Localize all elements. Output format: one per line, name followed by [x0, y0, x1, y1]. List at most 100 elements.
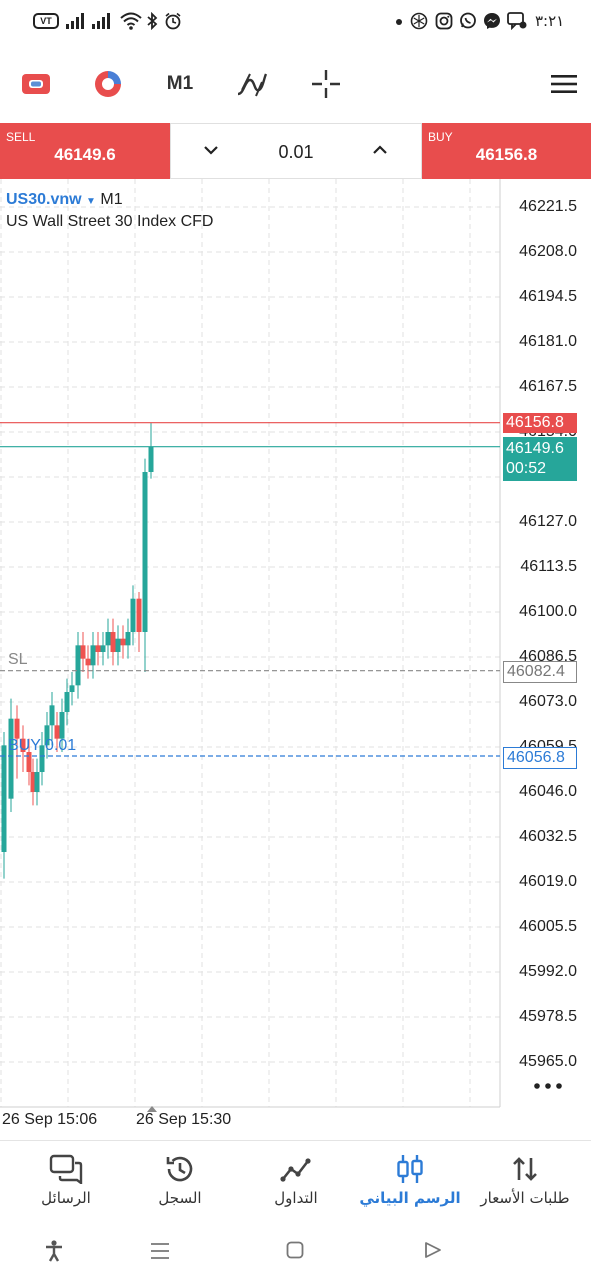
sl-label: SL	[8, 651, 28, 668]
sell-button[interactable]: SELL 46149.6	[0, 123, 170, 179]
buy-button[interactable]: BUY 46156.8	[422, 123, 591, 179]
price-axis-label: 45978.5	[519, 1008, 577, 1025]
timeframe-button[interactable]: M1	[158, 58, 202, 110]
bid-price-tag: 46149.6 00:52	[503, 437, 577, 481]
candle	[115, 625, 121, 666]
increase-lot-button[interactable]	[372, 144, 388, 156]
one-click-button[interactable]	[88, 58, 128, 110]
candle	[90, 632, 96, 679]
symbol-header[interactable]: US30.vnw ▼ M1	[6, 191, 123, 209]
candle	[80, 632, 86, 672]
price-axis-label: 46221.5	[519, 198, 577, 215]
system-navigation-bar	[0, 1230, 591, 1280]
time-label: 26 Sep 15:30	[136, 1111, 232, 1128]
price-axis-label: 46073.0	[519, 693, 577, 710]
chart-more-button[interactable]	[532, 1079, 566, 1093]
bid-price-value: 46149.6	[506, 440, 564, 457]
candle	[64, 678, 70, 726]
candle	[136, 592, 142, 652]
price-axis-label: 46046.0	[519, 783, 577, 800]
candle	[26, 738, 32, 786]
wifi-icon	[120, 12, 142, 30]
candle	[1, 732, 7, 879]
nav-trade[interactable]: التداول	[237, 1141, 355, 1231]
price-chart[interactable]: US30.vnw ▼ M1 US Wall Street 30 Index CF…	[0, 179, 591, 1140]
symbol-name[interactable]: US30.vnw	[6, 191, 82, 208]
candle	[34, 758, 40, 806]
symbol-description: US Wall Street 30 Index CFD	[6, 213, 214, 230]
price-axis-label: 46005.5	[519, 918, 577, 935]
account-icon	[22, 74, 50, 94]
candle	[120, 625, 126, 659]
price-axis-label: 46208.0	[519, 243, 577, 260]
lot-size-value[interactable]: 0.01	[278, 142, 314, 162]
instagram-icon	[435, 12, 453, 30]
back-icon[interactable]	[424, 1241, 442, 1259]
candle	[54, 712, 60, 752]
bottom-navigation: الرسائل السجل التداول الرس	[0, 1140, 591, 1230]
price-axis-label: 45965.0	[519, 1053, 577, 1070]
candle	[125, 618, 131, 659]
candle	[49, 692, 55, 746]
candle	[14, 705, 20, 779]
candle	[30, 758, 36, 806]
recents-icon[interactable]	[150, 1242, 170, 1260]
history-icon	[166, 1156, 193, 1182]
chat-icon	[507, 12, 527, 30]
menu-button[interactable]	[544, 58, 584, 110]
chart-toolbar: M1	[0, 58, 591, 110]
chart-icon	[397, 1155, 423, 1183]
lot-size-control: 0.01	[170, 123, 422, 179]
crosshair-icon	[312, 70, 340, 98]
buy-label: BUY	[428, 130, 453, 144]
indicators-button[interactable]	[232, 58, 272, 110]
candle	[142, 458, 148, 672]
indicator-icon	[237, 73, 268, 97]
vt-badge-icon: VT	[33, 13, 59, 29]
decrease-lot-button[interactable]	[203, 144, 219, 156]
nav-quotes[interactable]: طلبات الأسعار	[466, 1141, 584, 1231]
nav-history[interactable]: السجل	[121, 1141, 239, 1231]
status-time: ٣:٢١	[535, 12, 565, 30]
buy-price: 46156.8	[475, 145, 538, 164]
crosshair-button[interactable]	[306, 58, 346, 110]
signal-icon	[66, 13, 84, 29]
more-dots-icon	[534, 1083, 562, 1089]
time-label: 26 Sep 15:06	[2, 1111, 98, 1128]
price-axis-label: 46181.0	[519, 333, 577, 350]
signal-icon	[92, 13, 110, 29]
timeframe-label: M1	[166, 73, 194, 94]
candle	[110, 618, 116, 666]
nav-chart[interactable]: الرسم البياني	[351, 1141, 469, 1231]
account-button[interactable]	[16, 58, 56, 110]
candle	[8, 698, 14, 812]
price-axis-label: 46032.5	[519, 828, 577, 845]
price-axis-label: 46019.0	[519, 873, 577, 890]
price-axis-label: 46113.5	[520, 558, 577, 575]
menu-icon	[551, 75, 577, 93]
candle	[148, 422, 154, 479]
home-icon[interactable]	[286, 1241, 304, 1259]
candle	[44, 712, 50, 759]
chart-canvas[interactable]	[0, 179, 591, 1140]
candle	[130, 585, 136, 646]
nav-messages[interactable]: الرسائل	[7, 1141, 125, 1231]
sl-price-tag: 46082.4	[503, 661, 577, 683]
candle	[59, 698, 65, 752]
price-axis-label: 46086.5	[519, 648, 577, 665]
candle	[85, 645, 91, 679]
accessibility-icon[interactable]	[44, 1240, 64, 1262]
sell-label: SELL	[6, 130, 36, 144]
order-price-tag[interactable]: 46056.8	[503, 747, 577, 769]
alarm-icon	[165, 12, 181, 30]
time-marker-icon	[147, 1106, 157, 1112]
price-axis-label: 46194.5	[519, 288, 577, 305]
ask-price-tag: 46156.8	[503, 413, 577, 433]
messages-icon	[49, 1154, 83, 1184]
trade-icon	[280, 1158, 311, 1182]
candle	[100, 632, 106, 666]
price-axis-label: 46167.5	[519, 378, 577, 395]
symbol-dropdown-icon[interactable]: ▼	[86, 196, 96, 207]
candle	[69, 672, 75, 706]
order-label[interactable]: BUY 0.01	[8, 737, 77, 754]
